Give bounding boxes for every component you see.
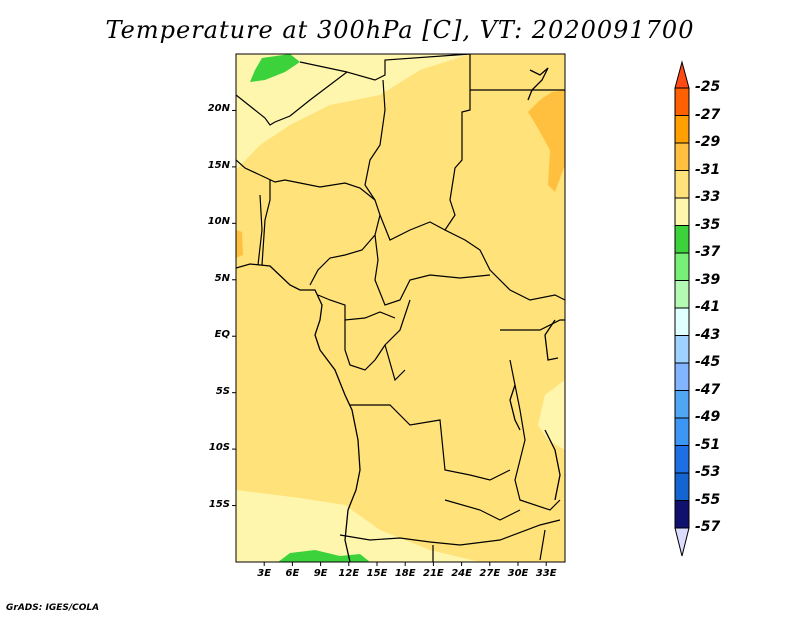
plot-title: Temperature at 300hPa [C], VT: 202009170… [105, 16, 695, 44]
colorbar-box [674, 362, 690, 391]
colorbar-box [674, 142, 690, 171]
colorbar-label: -33 [695, 189, 721, 205]
colorbar-box [674, 115, 690, 144]
country-borders [236, 54, 565, 562]
colorbar-label: -51 [695, 436, 721, 453]
field-base-31-33 [236, 54, 565, 562]
colorbar-label: -31 [695, 161, 721, 178]
coastline [236, 67, 561, 562]
x-tick-label: 18E [394, 568, 416, 579]
field-green-south [278, 550, 370, 562]
colorbar-top-arrow [674, 60, 690, 89]
axis-ticks [232, 109, 547, 566]
colorbar-label: -45 [695, 354, 721, 370]
y-tick-label: EQ [214, 329, 230, 341]
field-pale-north [236, 54, 470, 170]
y-tick-label: 10N [207, 216, 230, 228]
y-tick-label: 20N [207, 103, 230, 115]
colorbar-label: -35 [695, 216, 721, 233]
colorbar-label: -25 [695, 79, 721, 95]
colorbar-label: -49 [695, 409, 721, 425]
field-green-north [250, 54, 300, 82]
field-pale-south [236, 490, 480, 562]
x-tick-label: 21E [423, 568, 444, 579]
colorbar-bottom-arrow [674, 527, 690, 557]
colorbar-box [674, 335, 690, 364]
y-tick-label: 10S [208, 442, 230, 454]
colorbar-box [674, 417, 690, 446]
colorbar-box [674, 225, 690, 254]
colorbar-box [674, 280, 690, 309]
x-tick-label: 33E [535, 568, 557, 579]
x-tick-label: 30E [507, 568, 529, 579]
field-orange-east [528, 90, 565, 192]
colorbar-box [674, 390, 690, 419]
x-tick-label: 12E [338, 568, 360, 579]
temperature-field [236, 54, 565, 562]
colorbar-label: -57 [695, 519, 721, 535]
colorbar-box [674, 500, 690, 529]
colorbar-box [674, 307, 690, 336]
x-tick-label: 6E [285, 568, 300, 579]
colorbar-label: -41 [695, 299, 721, 315]
y-tick-label: 15N [207, 159, 230, 171]
colorbar-label: -55 [695, 491, 721, 508]
colorbar-label: -53 [695, 464, 721, 480]
colorbar-box [674, 197, 690, 226]
x-tick-label: 3E [257, 568, 272, 579]
y-tick-label: 5N [214, 272, 230, 284]
colorbar-label: -27 [695, 106, 721, 123]
x-tick-label: 24E [451, 568, 472, 579]
credit-label: GrADS: IGES/COLA [6, 603, 100, 613]
field-pale-east [538, 380, 565, 450]
x-tick-label: 27E [479, 568, 501, 579]
x-tick-label: 15E [366, 568, 388, 579]
x-tick-label: 9E [313, 568, 328, 579]
map-frame [235, 53, 566, 563]
y-tick-label: 5S [215, 385, 230, 397]
colorbar-box [674, 87, 690, 116]
colorbar-box [674, 445, 690, 474]
colorbar-label: -29 [695, 134, 721, 150]
colorbar [674, 60, 690, 557]
field-orange-west [236, 230, 243, 258]
colorbar-box [674, 170, 690, 199]
colorbar-box [674, 472, 690, 501]
colorbar-label: -43 [695, 326, 721, 343]
colorbar-label: -37 [695, 244, 721, 260]
colorbar-label: -47 [695, 381, 721, 398]
colorbar-label: -39 [695, 271, 721, 288]
y-tick-label: 15S [208, 498, 230, 510]
colorbar-box [674, 252, 690, 281]
